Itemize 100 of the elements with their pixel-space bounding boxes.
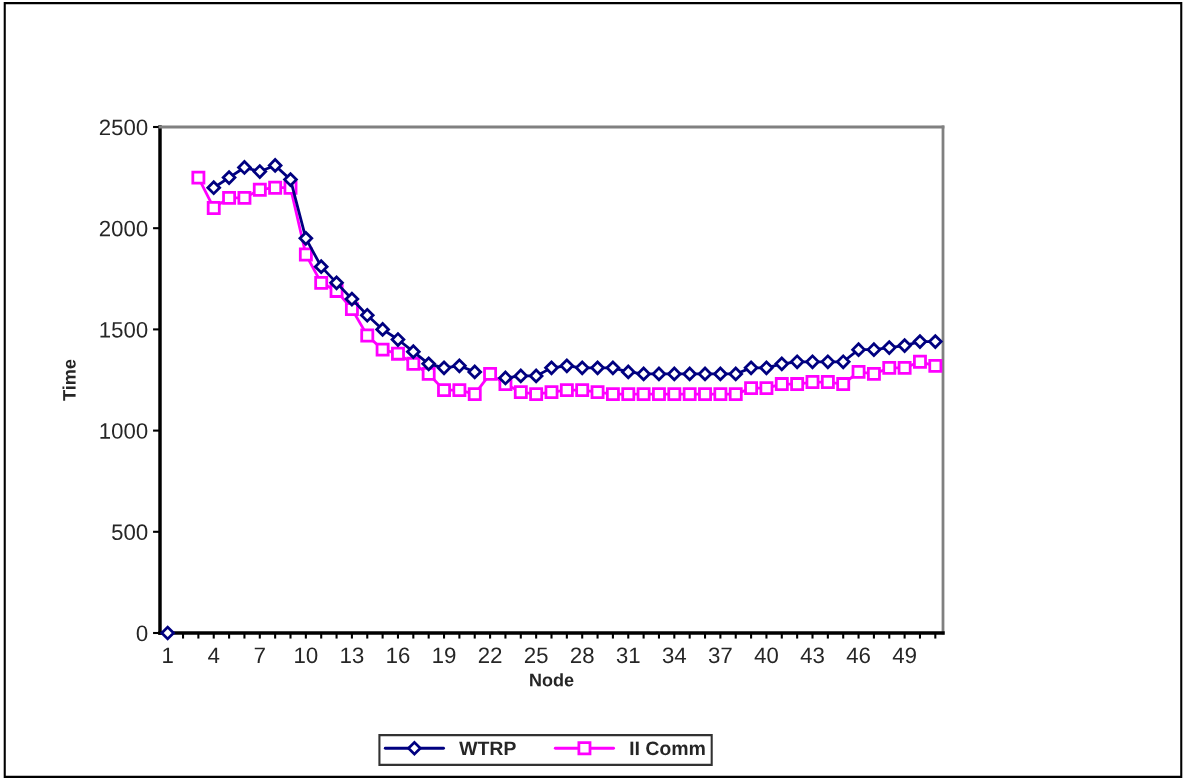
point: [252, 182, 267, 197]
point: [713, 387, 728, 402]
point: [421, 366, 436, 381]
point: [759, 381, 774, 396]
point: [160, 625, 175, 641]
x-tick-label: 46: [846, 647, 870, 664]
point: [744, 381, 759, 396]
point: [913, 354, 927, 369]
point: [697, 366, 713, 382]
point: [805, 375, 820, 389]
point: [467, 387, 482, 402]
x-tick-label: 4: [208, 647, 220, 663]
point: [191, 170, 206, 185]
point: [513, 385, 528, 400]
point: [436, 360, 452, 376]
point: [329, 275, 344, 291]
point: [421, 356, 436, 372]
x-tick-label: 34: [662, 647, 687, 664]
point: [605, 387, 620, 402]
point: [590, 385, 605, 400]
point: [774, 356, 790, 372]
x-tick-label: 22: [478, 647, 502, 663]
point: [836, 377, 851, 391]
point: [912, 334, 928, 349]
x-tick-label: 10: [295, 647, 318, 664]
y-tick-label: 0: [136, 625, 148, 642]
point: [820, 375, 835, 389]
point: [206, 201, 221, 215]
point: [636, 387, 651, 402]
x-tick-label: 28: [570, 647, 594, 664]
point: [344, 291, 360, 307]
point: [605, 360, 621, 376]
point: [620, 364, 636, 380]
point: [928, 358, 943, 373]
x-tick-label: 1: [163, 647, 173, 663]
x-tick-label: 7: [254, 647, 265, 663]
point: [359, 307, 375, 323]
point: [851, 342, 866, 357]
point: [928, 334, 943, 349]
point: [882, 360, 897, 375]
point: [544, 360, 559, 376]
point: [682, 387, 697, 402]
point: [237, 190, 252, 205]
point: [897, 338, 912, 353]
point: [406, 356, 421, 371]
point: [743, 360, 759, 376]
point: [252, 164, 268, 179]
point: [528, 368, 544, 384]
point: [713, 366, 728, 382]
x-tick-label: 43: [800, 647, 824, 664]
y-tick-label: 2500: [99, 119, 148, 136]
point: [498, 370, 513, 386]
point: [590, 360, 605, 376]
point: [559, 383, 574, 398]
point: [667, 387, 682, 402]
point: [298, 247, 313, 262]
x-tick-label: 16: [387, 647, 410, 664]
point: [728, 366, 744, 382]
point: [575, 383, 590, 398]
point: [360, 328, 375, 343]
y-tick-label: 500: [112, 524, 148, 541]
point: [391, 346, 405, 361]
point: [313, 259, 329, 274]
legend-label: WTRP: [459, 741, 516, 756]
x-tick-label: 13: [341, 647, 364, 664]
point: [774, 377, 789, 391]
point: [667, 366, 682, 382]
point: [820, 354, 836, 370]
point: [652, 387, 666, 402]
x-axis-title: Node: [530, 673, 574, 687]
point: [298, 231, 314, 246]
point: [866, 366, 881, 381]
point: [790, 377, 805, 391]
point: [682, 366, 697, 382]
y-tick-label: 1500: [100, 321, 148, 338]
point: [559, 358, 575, 374]
y-tick-label: 1000: [100, 423, 148, 439]
x-tick-label: 37: [708, 647, 732, 664]
point: [835, 354, 851, 370]
point: [636, 366, 651, 382]
point: [651, 366, 667, 382]
point: [851, 364, 866, 379]
point: [866, 342, 882, 357]
point: [897, 360, 912, 375]
point: [283, 172, 298, 187]
point: [513, 368, 529, 384]
x-tick-label: 31: [616, 647, 640, 664]
point: [881, 340, 897, 355]
point: [529, 387, 544, 402]
point: [621, 387, 636, 402]
point: [222, 190, 237, 205]
point: [375, 342, 390, 357]
legend-label: II Comm: [630, 741, 705, 756]
point: [375, 322, 390, 337]
point: [467, 364, 483, 380]
point: [574, 360, 590, 376]
point: [267, 158, 283, 173]
point: [390, 332, 406, 347]
x-tick-label: 19: [433, 647, 456, 664]
point: [314, 275, 329, 290]
